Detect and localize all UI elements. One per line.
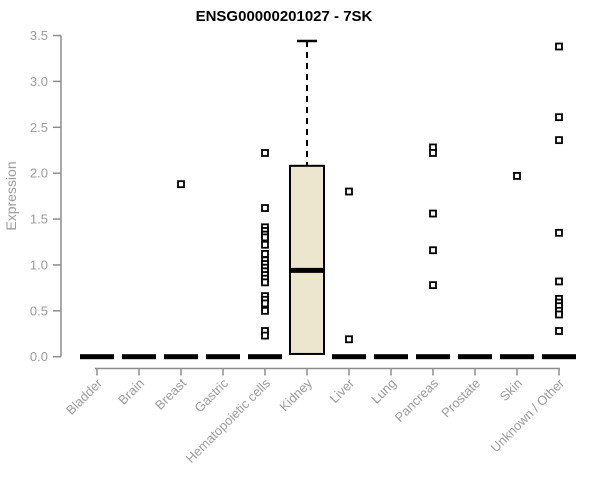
collapsed-box (164, 354, 198, 360)
outlier-point (261, 299, 269, 308)
collapsed-box (122, 354, 156, 360)
outlier-point (261, 233, 269, 242)
outlier-point (555, 310, 563, 319)
outlier-point (261, 331, 269, 340)
collapsed-box (458, 354, 492, 360)
x-axis-category-label: Gastric (191, 375, 231, 415)
x-axis-category-label: Breast (152, 375, 189, 412)
outlier-point (261, 240, 269, 249)
y-axis-tick-label: 2.0 (30, 166, 48, 181)
y-axis-tick-label: 0.0 (30, 349, 48, 364)
outlier-point (345, 187, 353, 196)
outlier-point (555, 228, 563, 237)
x-axis-category-label: Brain (115, 376, 147, 408)
x-axis-category-label: Prostate (438, 376, 483, 421)
x-axis-category-label: Liver (327, 375, 358, 406)
outlier-point (261, 278, 269, 287)
outlier-point (513, 172, 521, 180)
outlier-point (429, 281, 437, 290)
y-axis-tick-label: 3.5 (30, 28, 48, 43)
outlier-point (261, 149, 269, 157)
collapsed-box (206, 354, 240, 360)
collapsed-box (374, 354, 408, 360)
x-axis-category-label: Skin (497, 376, 525, 404)
x-axis-category-label: Kidney (276, 375, 315, 414)
x-axis-category-label: Lung (368, 376, 399, 407)
collapsed-box (248, 354, 282, 360)
x-axis-category-label: Pancreas (392, 375, 442, 425)
y-axis-tick-label: 1.0 (30, 257, 48, 272)
outlier-point (177, 180, 185, 189)
outlier-point (429, 209, 437, 218)
collapsed-box (542, 354, 576, 360)
chart-title: ENSG00000201027 - 7SK (195, 8, 373, 25)
outlier-point (261, 306, 269, 315)
outlier-point (555, 327, 563, 335)
y-axis-tick-label: 0.5 (30, 303, 48, 318)
y-axis-tick-label: 1.5 (30, 212, 48, 227)
collapsed-box (500, 354, 534, 360)
collapsed-box (80, 354, 114, 360)
outlier-point (429, 149, 437, 157)
outlier-point (261, 204, 269, 212)
outlier-point (555, 113, 563, 122)
y-axis-tick-label: 3.0 (30, 74, 48, 89)
x-axis-category-label: Unknown / Other (488, 375, 568, 455)
box-iqr (289, 164, 325, 355)
y-axis-tick-label: 2.5 (30, 120, 48, 135)
outlier-point (429, 246, 437, 255)
outlier-point (345, 335, 353, 344)
outlier-point (555, 277, 563, 286)
outlier-point (555, 42, 563, 51)
outlier-point (555, 136, 563, 145)
collapsed-box (332, 354, 366, 360)
outlier-point (261, 250, 269, 258)
collapsed-box (416, 354, 450, 360)
x-axis-category-label: Bladder (63, 375, 106, 418)
